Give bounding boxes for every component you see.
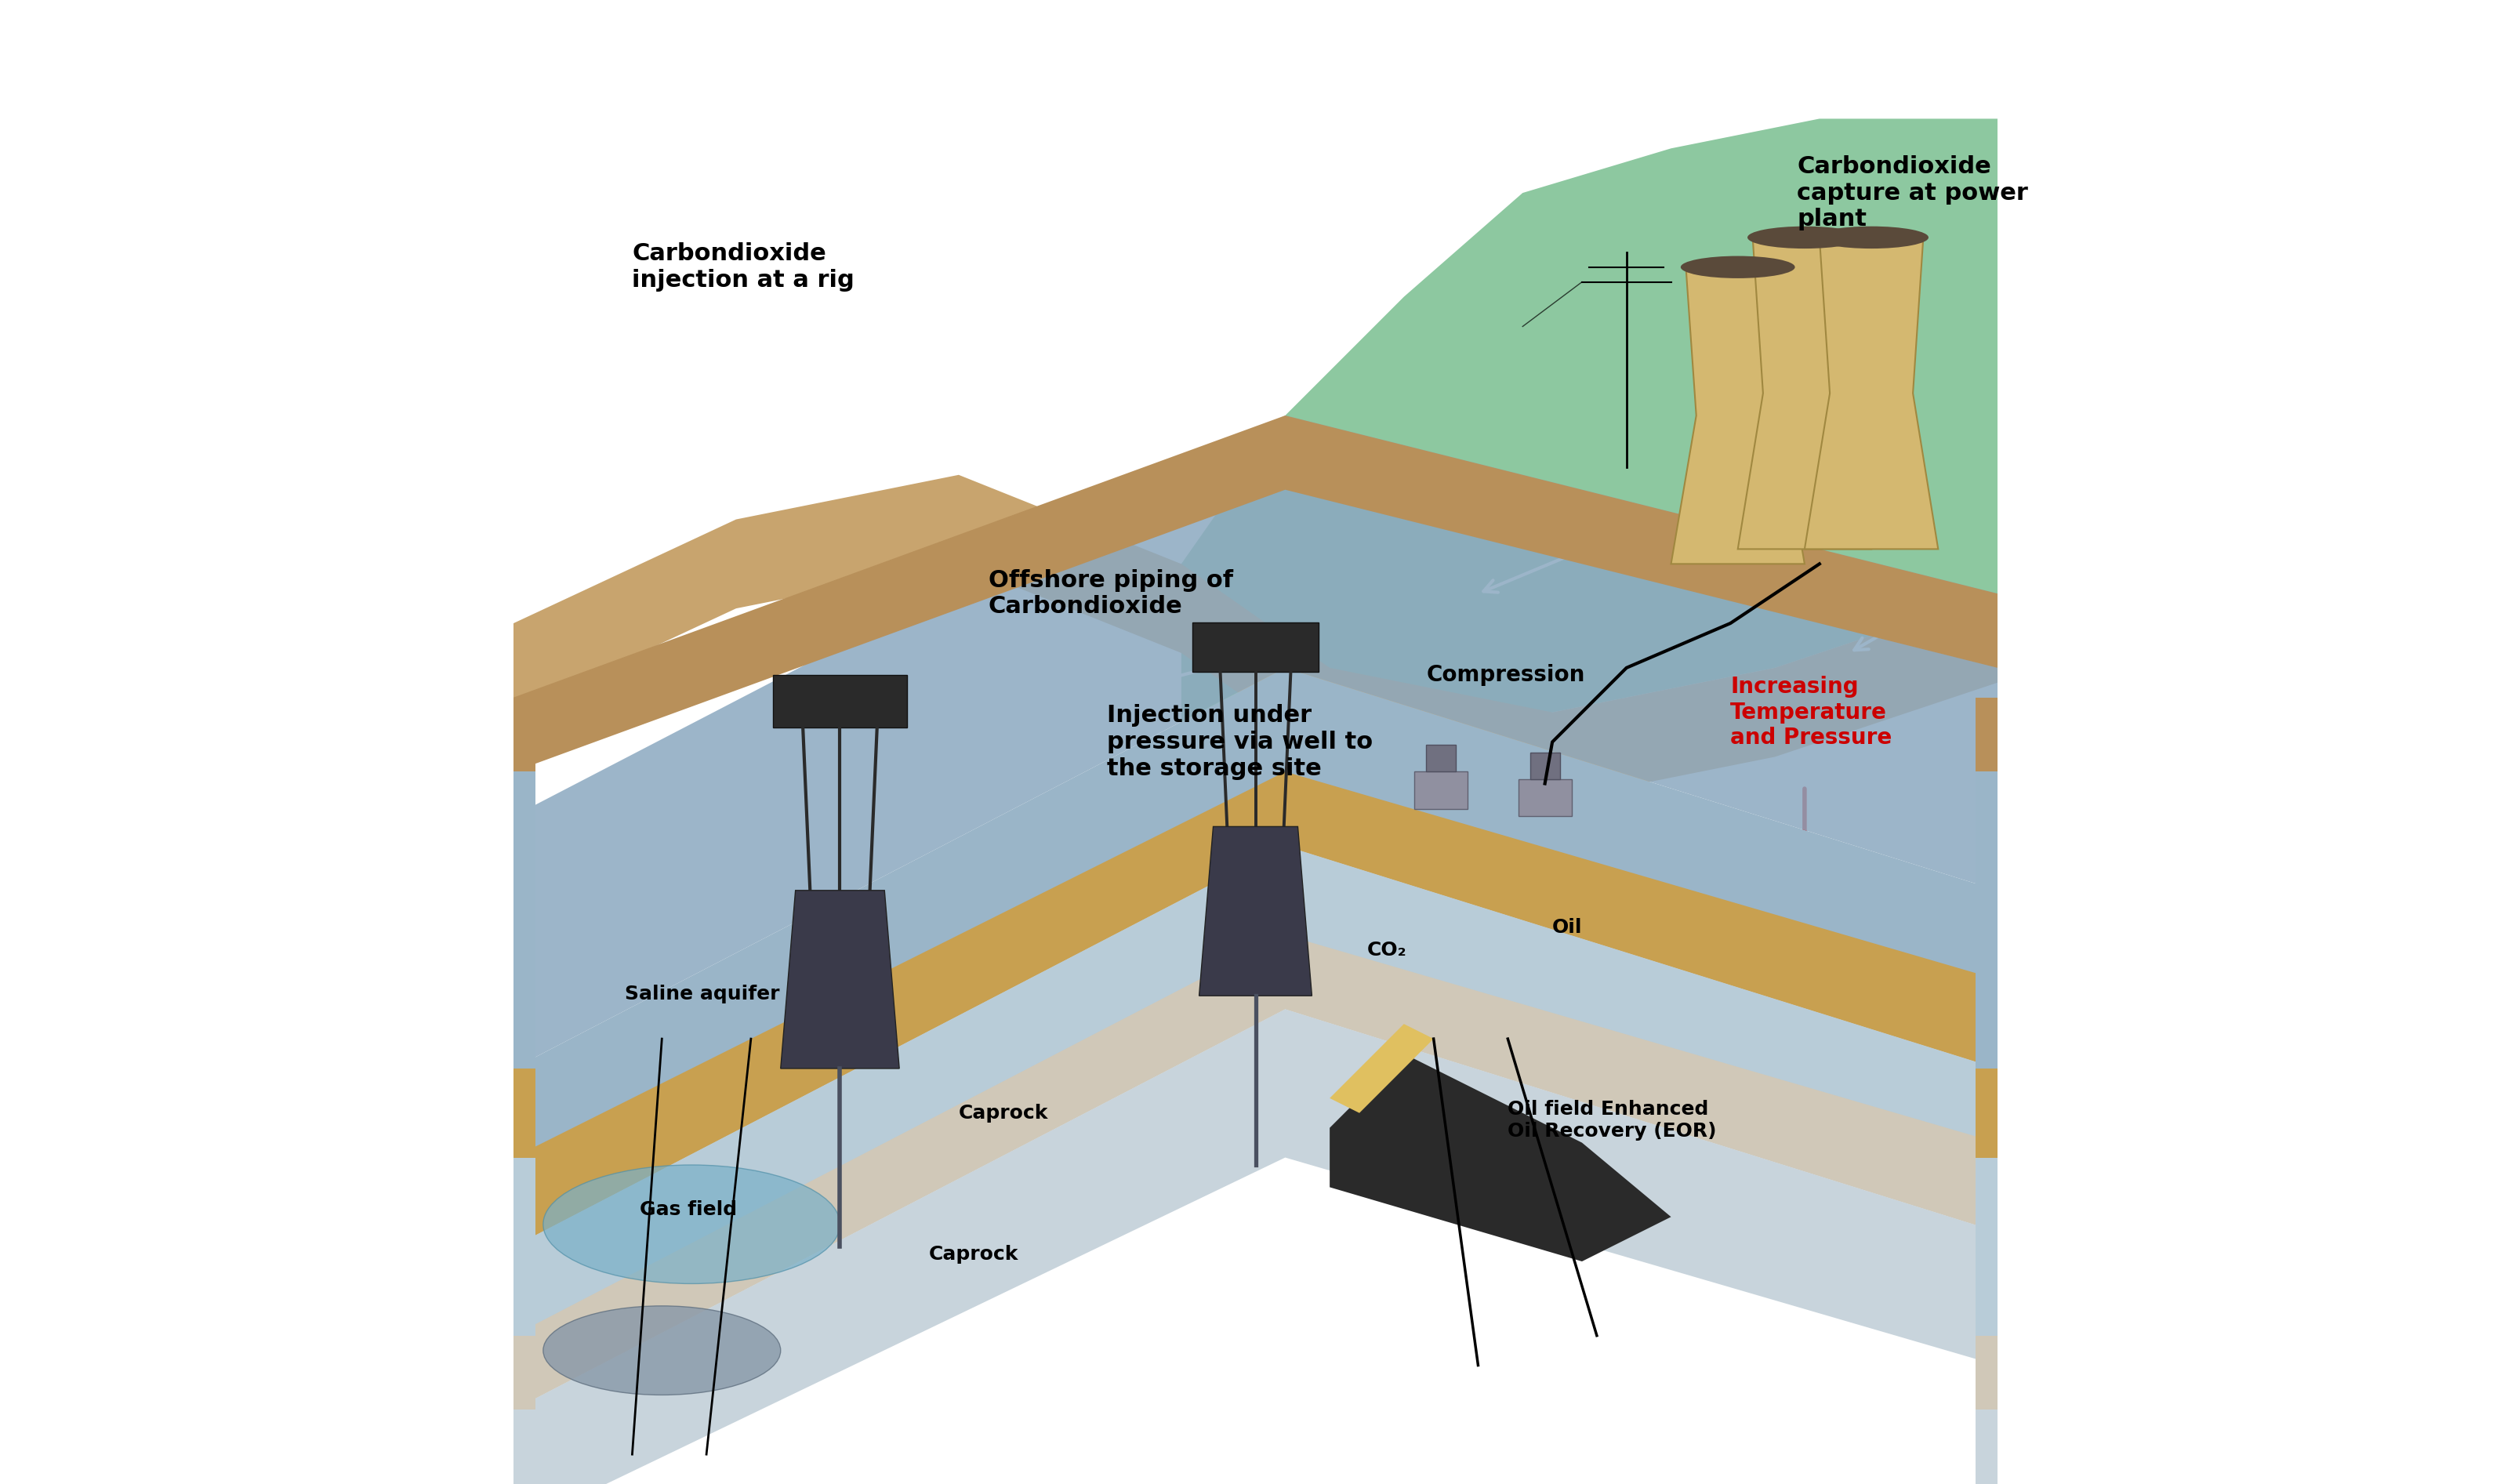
Bar	[1519, 779, 1572, 816]
Text: Oil field Enhanced
Oil Recovery (EOR): Oil field Enhanced Oil Recovery (EOR)	[1507, 1100, 1718, 1141]
Text: Increasing
Temperature
and Pressure: Increasing Temperature and Pressure	[1730, 675, 1893, 749]
Text: Compression: Compression	[1426, 665, 1584, 686]
Polygon shape	[512, 697, 535, 772]
Polygon shape	[1976, 1410, 1999, 1484]
Polygon shape	[1976, 772, 1999, 1068]
Polygon shape	[1200, 827, 1311, 996]
Polygon shape	[512, 668, 1999, 1247]
Polygon shape	[512, 772, 535, 1068]
Polygon shape	[512, 416, 1999, 1068]
Polygon shape	[512, 1336, 535, 1410]
Text: Oil: Oil	[1552, 919, 1582, 936]
Ellipse shape	[1815, 227, 1928, 248]
Polygon shape	[512, 1158, 535, 1336]
Polygon shape	[1976, 697, 1999, 772]
Text: Caprock: Caprock	[929, 1245, 1019, 1263]
Bar	[773, 675, 906, 727]
Bar	[1414, 772, 1469, 809]
Text: Carbondioxide
injection at a rig: Carbondioxide injection at a rig	[633, 242, 854, 292]
Polygon shape	[1976, 1068, 1999, 1158]
Bar	[1426, 745, 1456, 772]
Polygon shape	[512, 846, 1999, 1410]
Bar	[1529, 752, 1559, 779]
Text: Saline aquifer: Saline aquifer	[625, 985, 778, 1003]
Text: CO₂: CO₂	[1366, 941, 1406, 959]
Polygon shape	[1976, 1336, 1999, 1410]
Text: Offshore piping of
Carbondioxide: Offshore piping of Carbondioxide	[989, 568, 1233, 619]
Polygon shape	[512, 1068, 535, 1158]
Polygon shape	[781, 890, 899, 1068]
Polygon shape	[1738, 237, 1871, 549]
Polygon shape	[1331, 1024, 1434, 1113]
Polygon shape	[512, 475, 1999, 801]
Ellipse shape	[542, 1306, 781, 1395]
Polygon shape	[512, 416, 1999, 772]
Polygon shape	[512, 1009, 1999, 1484]
Polygon shape	[1670, 267, 1805, 564]
Text: Carbondioxide
capture at power
plant: Carbondioxide capture at power plant	[1798, 156, 2029, 230]
Text: Injection under
pressure via well to
the storage site: Injection under pressure via well to the…	[1107, 705, 1374, 779]
Ellipse shape	[1680, 255, 1795, 278]
Ellipse shape	[542, 1165, 841, 1284]
Polygon shape	[512, 1410, 535, 1484]
Polygon shape	[1976, 1158, 1999, 1336]
Bar	[1193, 622, 1318, 671]
Text: Gas field: Gas field	[640, 1201, 736, 1218]
Text: Caprock: Caprock	[959, 1104, 1050, 1122]
Polygon shape	[1805, 237, 1938, 549]
Ellipse shape	[1748, 227, 1861, 248]
Polygon shape	[512, 772, 1999, 1247]
Polygon shape	[512, 935, 1999, 1410]
Polygon shape	[1180, 119, 1999, 742]
Polygon shape	[1331, 1054, 1670, 1261]
